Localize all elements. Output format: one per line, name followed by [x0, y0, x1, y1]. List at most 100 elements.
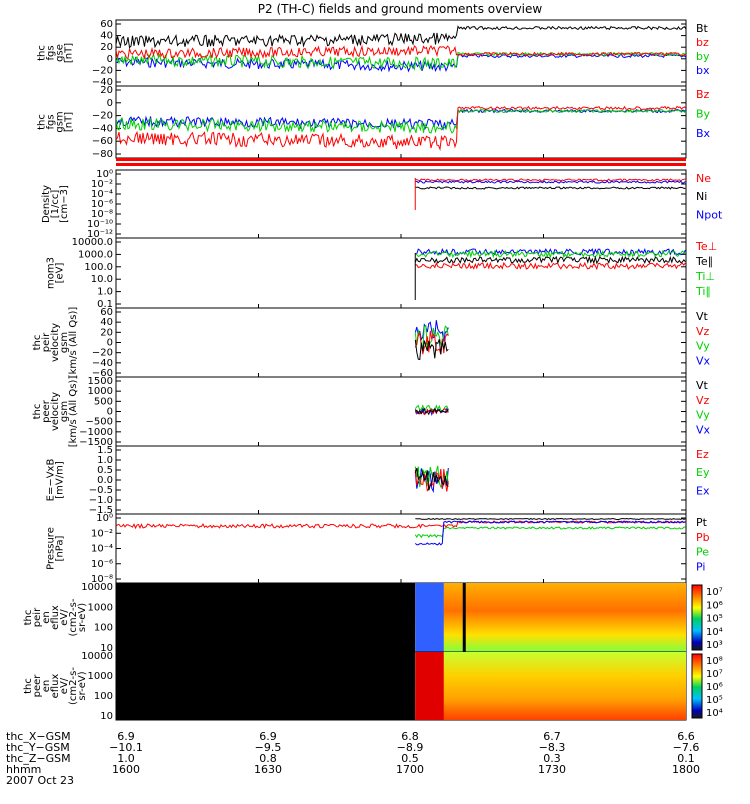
y-tick-label: 1.5 — [97, 445, 113, 456]
ylabel-line: thc — [32, 335, 43, 351]
axis-row-label-x: thc_X−GSM — [6, 730, 71, 743]
y-tick-label: 20 — [100, 85, 113, 96]
panel-frame — [115, 307, 687, 378]
axis-c2-y: −8.9 — [397, 741, 424, 754]
spectrogram-lowflux — [415, 583, 444, 652]
series-line — [415, 178, 686, 182]
ylabel-line: eV/ — [59, 677, 70, 694]
y-tick-label: 10⁻² — [91, 528, 113, 539]
panel-data — [116, 25, 686, 73]
legend-Bt: Bt — [696, 22, 709, 35]
axis-c3-y: −8.3 — [539, 741, 566, 754]
y-tick-label: 1.0 — [97, 455, 113, 466]
legend-Vy: Vy — [696, 409, 710, 422]
ylabel-line: en — [41, 611, 52, 624]
ylabel-line: [nPa] — [55, 535, 66, 561]
y-tick-label: 10000.0 — [72, 237, 113, 248]
legend-Vz: Vz — [696, 325, 710, 338]
ylabel-line: [km/s (All Qs)] — [68, 376, 79, 448]
axis-c1-hhmm: 1630 — [254, 763, 282, 776]
panels-group: thcfgsgse[nT]6040200−20−40Btbzbybxthcfgs… — [23, 19, 723, 722]
ylabel-line: (cm2-s- — [68, 667, 79, 705]
panel-frame — [115, 513, 687, 584]
legend-Ex: Ex — [696, 484, 710, 497]
legend-Ne: Ne — [696, 172, 711, 185]
colorbar-label: 10⁵ — [706, 614, 723, 625]
ylabel-line: thc — [23, 610, 34, 626]
ylabel-line: thc — [23, 678, 34, 694]
legend-Vx: Vx — [696, 423, 711, 436]
y-tick-label: 0 — [107, 98, 113, 109]
y-tick-label: −20 — [92, 348, 113, 359]
series-line — [415, 517, 686, 521]
legend-Ni: Ni — [696, 190, 707, 203]
legend-Ey: Ey — [696, 466, 710, 479]
ylabel-line: [km/s (All Qs)] — [68, 307, 79, 379]
ylabel-line: velocity — [50, 323, 61, 362]
ylabel-line: gse — [55, 44, 66, 62]
y-tick-label: −1.5 — [89, 505, 113, 516]
y-tick-label: 40 — [100, 317, 113, 328]
ylabel-line: thc — [37, 114, 48, 130]
colorbar-label: 10³ — [706, 640, 723, 651]
ylabel-line: [nT] — [64, 43, 75, 63]
spectrogram-highflux — [415, 652, 444, 720]
y-tick-label: −20 — [92, 65, 113, 76]
ylabel-line: sr-eV) — [77, 671, 88, 700]
legend-Vy: Vy — [696, 340, 710, 353]
y-tick-label: 40 — [100, 31, 113, 42]
legend-Bz: Bz — [696, 88, 710, 101]
y-tick-label: −80 — [92, 149, 113, 160]
legend-Npot: Npot — [696, 208, 723, 221]
legend-By: By — [696, 107, 711, 120]
y-tick-label: 10 — [100, 711, 113, 722]
panel-frame — [115, 85, 687, 159]
y-tick-label: 0.5 — [97, 465, 113, 476]
y-tick-label: 1.0 — [97, 287, 113, 298]
y-tick-label: 0 — [107, 338, 113, 349]
panel-data — [414, 248, 686, 300]
series-line — [414, 320, 449, 342]
axis-c0-hhmm: 1600 — [112, 763, 140, 776]
legend-Pe: Pe — [696, 546, 709, 559]
legend-bz: bz — [696, 36, 709, 49]
panel-data — [116, 652, 686, 720]
y-tick-label: 10⁻⁸ — [91, 574, 113, 585]
ylabel-line: gsm — [59, 401, 70, 422]
legend-Bx: Bx — [696, 127, 711, 140]
legend-Pi: Pi — [696, 560, 705, 573]
legend-bx: bx — [696, 64, 710, 77]
panel-data — [116, 517, 686, 546]
series-line — [414, 526, 686, 539]
panel-density: Density[1/cc][cm−3]10⁰10⁻²10⁻⁴10⁻⁶10⁻⁸10… — [41, 169, 723, 240]
panel-data — [116, 583, 686, 652]
y-tick-label: 10⁻⁸ — [91, 209, 113, 220]
colorbar — [691, 653, 703, 719]
legend-Ti⊥: Ti⊥ — [695, 270, 715, 283]
ylabel-line: en — [41, 680, 52, 693]
ylabel-line: peir — [41, 332, 52, 352]
series-line — [116, 44, 686, 60]
y-tick-label: 0.0 — [97, 475, 113, 486]
ylabel-line: thc — [32, 404, 43, 420]
series-line — [414, 407, 449, 416]
colorbar-label: 10⁶ — [706, 682, 723, 693]
panel-data — [414, 404, 449, 417]
axis-c3-z: 0.3 — [543, 752, 561, 765]
axis-c0-x: 6.9 — [117, 730, 135, 743]
colorbar-label: 10⁸ — [706, 656, 723, 667]
separator-bar-bottom — [116, 163, 686, 166]
y-tick-label: 0.1 — [97, 299, 113, 310]
y-tick-label: −1000 — [79, 427, 113, 438]
ylabel-line: [cm−3] — [59, 185, 70, 223]
series-line — [116, 25, 686, 49]
y-tick-label: 10000 — [81, 582, 113, 593]
ylabel-line: [mV/m] — [55, 461, 66, 499]
axis-c3-hhmm: 1730 — [538, 763, 566, 776]
spectrogram-gap — [462, 583, 466, 652]
y-tick-label: −60 — [92, 136, 113, 147]
